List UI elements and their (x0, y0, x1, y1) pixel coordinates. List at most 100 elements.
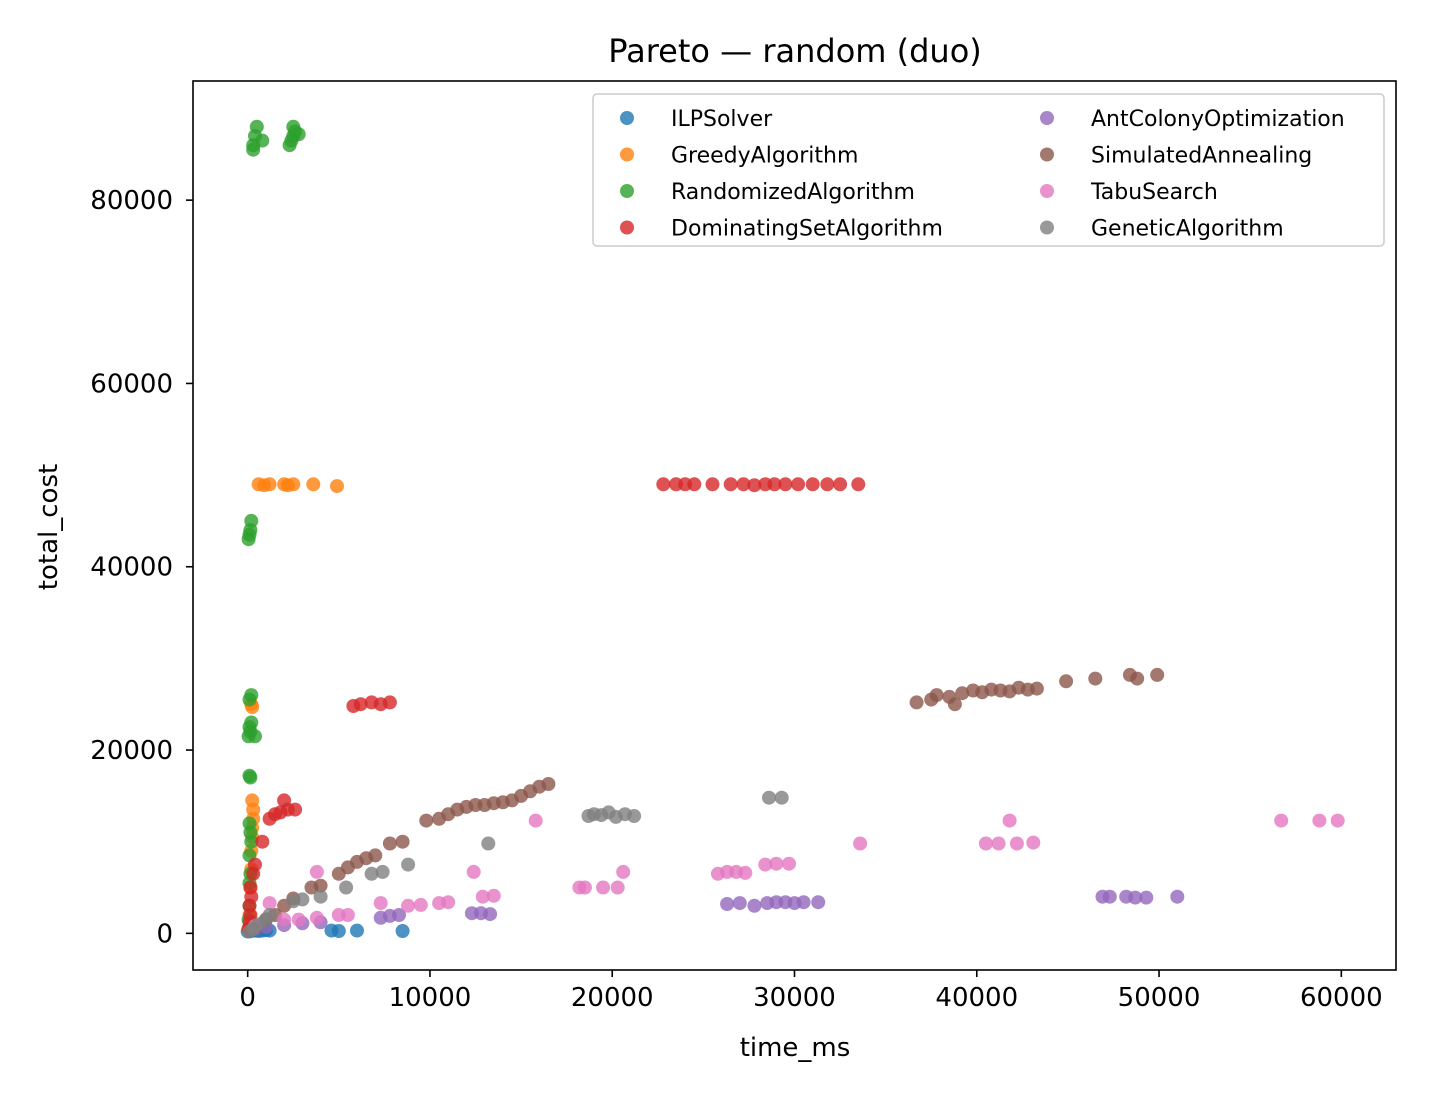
point-GeneticAlgorithm-11 (401, 857, 416, 872)
legend-label: DominatingSetAlgorithm (671, 217, 943, 242)
point-GeneticAlgorithm-9 (364, 866, 379, 881)
legend-label: SimulatedAnnealing (1091, 144, 1312, 169)
legend-label: ILPSolver (671, 107, 773, 132)
point-TabuSearch-9 (401, 898, 416, 913)
series-RandomizedAlgorithm (241, 119, 306, 927)
legend-marker (1040, 147, 1054, 162)
point-DominatingSetAlgorithm-30 (778, 477, 793, 492)
point-GreedyAlgorithm-18 (306, 477, 321, 492)
point-TabuSearch-5 (309, 864, 324, 879)
point-TabuSearch-31 (991, 836, 1006, 851)
point-GeneticAlgorithm-4 (262, 908, 277, 922)
legend-marker (1040, 184, 1054, 198)
point-SimulatedAnnealing-27 (541, 777, 556, 791)
point-GeneticAlgorithm-10 (375, 864, 390, 879)
point-TabuSearch-13 (466, 864, 481, 879)
point-GeneticAlgorithm-6 (295, 892, 310, 907)
legend-box (592, 93, 1385, 247)
point-SimulatedAnnealing-12 (382, 836, 397, 851)
legend-label: GeneticAlgorithm (1091, 217, 1284, 242)
point-AntColonyOptimization-19 (811, 895, 826, 910)
point-SimulatedAnnealing-13 (395, 834, 410, 849)
point-DominatingSetAlgorithm-19 (382, 695, 397, 710)
point-TabuSearch-28 (782, 856, 796, 871)
point-TabuSearch-7 (340, 908, 355, 922)
point-TabuSearch-19 (596, 880, 611, 895)
point-DominatingSetAlgorithm-13 (288, 802, 303, 817)
point-DominatingSetAlgorithm-34 (833, 477, 848, 492)
point-AntColonyOptimization-24 (1139, 890, 1154, 905)
y-tick-label: 40000 (90, 553, 173, 583)
legend-marker (620, 111, 634, 125)
point-DominatingSetAlgorithm-8 (255, 834, 270, 849)
legend-marker (620, 147, 634, 162)
point-ILPSolver-9 (331, 924, 346, 938)
point-AntColonyOptimization-13 (747, 898, 762, 913)
point-SimulatedAnnealing-41 (1029, 681, 1044, 696)
point-DominatingSetAlgorithm-25 (723, 477, 738, 492)
series-TabuSearch (248, 813, 1345, 933)
series-DominatingSetAlgorithm (241, 477, 866, 936)
point-AntColonyOptimization-25 (1170, 889, 1185, 904)
point-TabuSearch-36 (1312, 813, 1327, 828)
point-TabuSearch-27 (769, 856, 784, 871)
point-GeneticAlgorithm-20 (762, 790, 776, 805)
point-ILPSolver-11 (395, 924, 410, 938)
point-SimulatedAnnealing-42 (1059, 674, 1074, 689)
point-DominatingSetAlgorithm-26 (736, 477, 751, 492)
point-AntColonyOptimization-23 (1128, 890, 1143, 905)
point-TabuSearch-4 (309, 910, 324, 925)
x-tick-label: 60000 (1300, 983, 1383, 1013)
point-GreedyAlgorithm-17 (286, 477, 301, 492)
point-TabuSearch-37 (1330, 813, 1345, 828)
point-AntColonyOptimization-12 (732, 896, 747, 911)
point-AntColonyOptimization-18 (796, 895, 811, 910)
point-RandomizedAlgorithm-24 (246, 142, 261, 157)
point-AntColonyOptimization-11 (720, 897, 735, 911)
point-SimulatedAnnealing-28 (909, 695, 924, 710)
x-tick-label: 0 (239, 983, 256, 1013)
legend-marker (1040, 220, 1054, 235)
point-DominatingSetAlgorithm-29 (767, 477, 782, 492)
x-tick-label: 10000 (389, 983, 472, 1013)
legend-label: AntColonyOptimization (1091, 107, 1345, 132)
x-axis: 0 10000 20000 30000 40000 50000 60000 (239, 970, 1383, 1013)
point-TabuSearch-15 (486, 888, 501, 903)
point-TabuSearch-29 (853, 836, 868, 851)
y-axis: 0 20000 40000 60000 80000 (90, 186, 193, 949)
legend-marker (620, 220, 634, 235)
point-TabuSearch-2 (277, 912, 292, 927)
legend-marker (1040, 111, 1054, 125)
point-RandomizedAlgorithm-13 (244, 715, 259, 730)
point-GeneticAlgorithm-19 (627, 809, 642, 823)
point-SimulatedAnnealing-6 (313, 878, 328, 893)
point-TabuSearch-25 (738, 865, 753, 880)
point-TabuSearch-32 (1002, 813, 1017, 828)
x-axis-label: time_ms (740, 1033, 851, 1063)
legend-label: TabuSearch (1090, 180, 1218, 205)
point-SimulatedAnnealing-45 (1130, 671, 1145, 686)
x-tick-label: 50000 (1118, 983, 1201, 1013)
points-layer (240, 119, 1345, 939)
point-TabuSearch-8 (373, 896, 388, 911)
point-TabuSearch-26 (758, 857, 773, 872)
point-RandomizedAlgorithm-23 (249, 119, 264, 134)
point-RandomizedAlgorithm-7 (242, 816, 257, 831)
point-TabuSearch-16 (528, 813, 543, 828)
point-TabuSearch-35 (1274, 813, 1289, 828)
point-DominatingSetAlgorithm-35 (851, 477, 866, 492)
chart-title: Pareto — random (duo) (608, 32, 982, 70)
point-SimulatedAnnealing-43 (1088, 671, 1103, 686)
legend-label: RandomizedAlgorithm (671, 180, 915, 205)
point-RandomizedAlgorithm-16 (248, 729, 262, 744)
point-DominatingSetAlgorithm-20 (656, 477, 671, 492)
point-SimulatedAnnealing-32 (947, 697, 962, 712)
point-TabuSearch-34 (1026, 835, 1041, 850)
y-tick-label: 60000 (90, 369, 173, 399)
y-tick-label: 20000 (90, 736, 173, 766)
point-DominatingSetAlgorithm-5 (243, 880, 258, 895)
series-GeneticAlgorithm (242, 790, 789, 939)
point-DominatingSetAlgorithm-27 (747, 478, 762, 493)
point-GeneticAlgorithm-7 (313, 889, 328, 904)
point-GeneticAlgorithm-8 (339, 880, 354, 895)
